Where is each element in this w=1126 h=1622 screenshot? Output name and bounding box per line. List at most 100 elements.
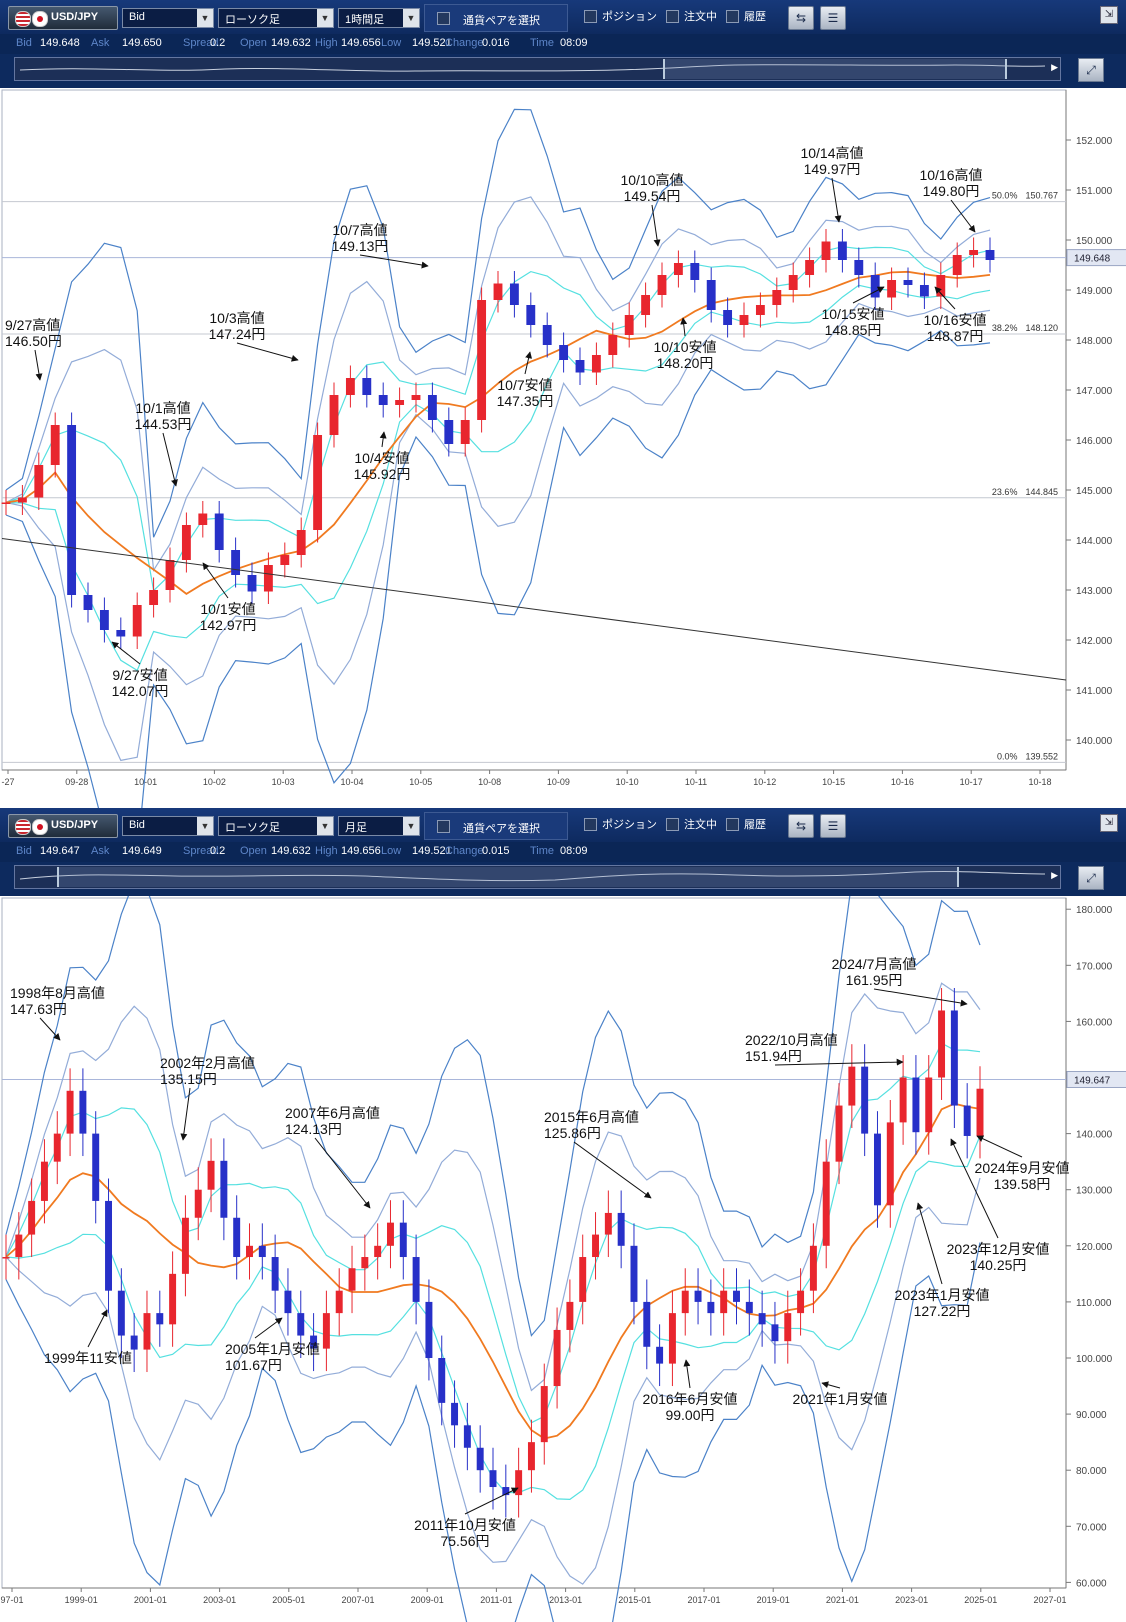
candle — [246, 1245, 253, 1258]
candle — [938, 1010, 946, 1078]
candle — [509, 283, 519, 305]
period-select[interactable]: 1時間足 ▼ — [338, 8, 420, 28]
chart-settings-button[interactable]: ⇆ — [788, 6, 814, 30]
annotation-title: 2023年1月安値 — [895, 1287, 990, 1303]
chart-settings-button[interactable]: ⇆ — [788, 814, 814, 838]
y-tick-label: 90.000 — [1076, 1410, 1107, 1421]
candle — [1, 502, 11, 504]
chart-type-select[interactable]: ローソク足 ▼ — [218, 8, 334, 28]
fib-value: 150.767 — [1025, 191, 1058, 201]
monthly-candlestick-chart[interactable]: 60.000 70.000 80.000 90.000 100.000 110.000 12… — [0, 896, 1126, 1622]
price-type-select[interactable]: Bid ▼ — [122, 816, 214, 836]
chart-type-select[interactable]: ローソク足 ▼ — [218, 816, 334, 836]
candle — [643, 1301, 651, 1347]
candle — [903, 280, 913, 285]
candle — [809, 1245, 817, 1291]
annotation-price: 127.22円 — [914, 1303, 971, 1319]
candle — [527, 1442, 535, 1471]
x-tick-label: 1999-01 — [65, 1595, 98, 1605]
chart-navigator[interactable]: ▶ — [14, 865, 1061, 889]
history-label: 履歴 — [744, 819, 766, 831]
x-tick-label: 10-02 — [203, 777, 226, 787]
indicator-list-button[interactable]: ☰ — [820, 6, 846, 30]
fib-percent: 38.2% — [992, 323, 1018, 333]
collapse-button[interactable]: ⇲ — [1100, 6, 1118, 24]
orders-checkbox[interactable] — [666, 10, 679, 23]
indicator-list-button[interactable]: ☰ — [820, 814, 846, 838]
candle — [758, 1313, 766, 1325]
y-tick-label: 141.000 — [1076, 686, 1113, 697]
bollinger-upper-2 — [5, 196, 991, 572]
navigator-selection[interactable] — [56, 867, 960, 887]
candle — [886, 1122, 894, 1206]
fib-percent: 23.6% — [992, 487, 1018, 497]
candle — [784, 1313, 792, 1342]
y-tick-label: 147.000 — [1076, 386, 1113, 397]
chart-type-value: ローソク足 — [225, 822, 280, 834]
annotation-title: 2024年9月安値 — [975, 1160, 1070, 1176]
candle — [821, 241, 831, 260]
x-tick-label: 2017-01 — [687, 1595, 720, 1605]
candle — [297, 1313, 305, 1336]
candle — [608, 335, 618, 355]
history-checkbox[interactable] — [726, 10, 739, 23]
navigator-right-arrow-icon[interactable]: ▶ — [1051, 62, 1058, 72]
x-tick-label: 2021-01 — [826, 1595, 859, 1605]
y-tick-label: 152.000 — [1076, 136, 1113, 147]
collapse-button[interactable]: ⇲ — [1100, 814, 1118, 832]
candle — [919, 285, 929, 297]
expand-chart-button[interactable]: ⤢ — [1078, 58, 1104, 82]
quote-row: Bid 149.647 Ask 149.649 Spread 0.2 Open 149.632… — [0, 842, 1126, 862]
select-pair-checkbox[interactable] — [437, 12, 450, 25]
fib-label: 0.0% 139.552 — [997, 751, 1058, 761]
candle — [362, 378, 372, 395]
candle — [207, 1160, 215, 1190]
x-tick-label: 10-08 — [478, 777, 501, 787]
chart-type-value: ローソク足 — [225, 14, 280, 26]
x-tick-label: 09-28 — [65, 777, 88, 787]
current-price-tag — [1066, 249, 1126, 267]
annotation-label: 2002年2月高値 135.15円 — [160, 1055, 255, 1087]
x-tick-label: 10-05 — [409, 777, 432, 787]
annotation-label: 10/7安値 147.35円 — [497, 377, 554, 409]
annotation-price: 135.15円 — [160, 1071, 217, 1087]
hourly-candlestick-chart[interactable]: 140.000 141.000 142.000 143.000 144.000 145.0… — [0, 88, 1126, 808]
annotation-title: 10/1高値 — [135, 400, 190, 416]
annotation-arrow — [950, 1138, 999, 1239]
candle — [463, 1425, 471, 1448]
chart-navigator[interactable]: ▶ — [14, 57, 1061, 81]
quote-ask-label: Ask — [91, 845, 110, 857]
candle — [805, 260, 815, 275]
position-checkbox[interactable] — [584, 10, 597, 23]
candle — [280, 555, 290, 565]
price-type-select[interactable]: Bid ▼ — [122, 8, 214, 28]
candle — [116, 630, 126, 637]
period-value: 月足 — [345, 822, 367, 834]
y-tick-label: 140.000 — [1076, 1130, 1113, 1141]
position-checkbox[interactable] — [584, 818, 597, 831]
bollinger-lower-3 — [5, 329, 991, 808]
candle — [592, 1234, 600, 1258]
candle — [969, 250, 979, 255]
quote-open-value: 149.632 — [271, 845, 311, 857]
candle — [952, 255, 962, 275]
orders-checkbox[interactable] — [666, 818, 679, 831]
currency-pair-button[interactable]: USD/JPY — [8, 6, 118, 30]
currency-pair-label: USD/JPY — [51, 11, 99, 23]
candle — [117, 1290, 125, 1336]
x-tick-label: 2025-01 — [964, 1595, 997, 1605]
candle — [348, 1268, 356, 1291]
candle — [617, 1212, 625, 1246]
navigator-right-arrow-icon[interactable]: ▶ — [1051, 870, 1058, 880]
annotation-title: 2022/10月高値 — [745, 1032, 838, 1048]
quote-change-label: Change — [445, 37, 484, 49]
history-checkbox[interactable] — [726, 818, 739, 831]
currency-pair-button[interactable]: USD/JPY — [8, 814, 118, 838]
navigator-selection[interactable] — [662, 59, 1007, 79]
candle — [271, 1257, 279, 1291]
select-pair-checkbox[interactable] — [437, 820, 450, 833]
quote-time-value: 08:09 — [560, 845, 588, 857]
period-select[interactable]: 月足 ▼ — [338, 816, 420, 836]
list-icon: ☰ — [827, 819, 839, 833]
expand-chart-button[interactable]: ⤢ — [1078, 866, 1104, 890]
